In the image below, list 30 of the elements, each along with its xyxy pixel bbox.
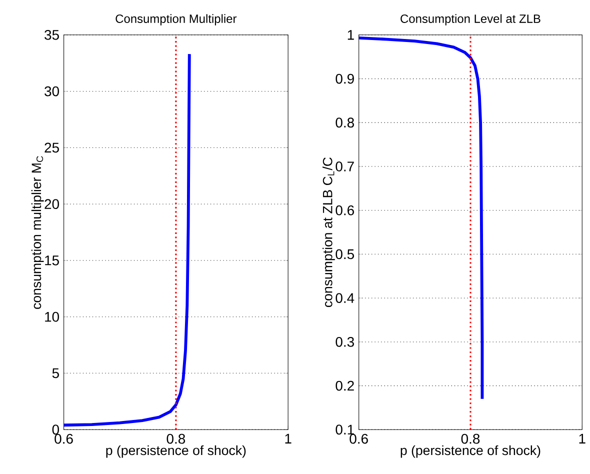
x-tick-label: 1 [579,434,586,444]
y-axis-title: consumption at ZLB C$_{L}$/C [322,157,335,307]
x-axis-title: p (persistence of shock) [400,445,540,458]
y-tick-label: 20 [44,198,59,209]
chart-title: Consumption Level at ZLB [400,14,540,26]
x-tick-label: 0.6 [350,434,368,444]
y-tick-label: 0.6 [336,205,354,216]
y-tick-label: 0 [52,424,59,434]
y-tick-label: 0.5 [336,249,354,259]
y-tick-label: 0.9 [336,74,354,84]
y-tick-label: 35 [44,30,59,40]
y-tick-label: 10 [45,312,59,322]
y-tick-label: 1 [348,30,354,40]
y-tick-label: 0.4 [336,292,354,303]
y-tick-label: 0.7 [336,161,354,172]
line-series [64,52,191,426]
x-tick-label: 0.8 [166,434,186,444]
y-axis-title: consumption multiplier M$_{C}$ [31,156,44,309]
y-tick-label: 0.2 [336,380,354,390]
y-tick-label: 0.1 [336,424,354,434]
y-tick-label: 25 [44,142,59,152]
x-tick-label: 1 [285,434,292,444]
y-tick-label: 5 [52,368,59,378]
y-tick-label: 30 [44,86,59,96]
x-axis-title: p (persistence of shock) [106,445,246,458]
y-tick-label: 15 [45,255,59,266]
y-tick-label: 0.3 [336,336,354,347]
chart-title: Consumption Multiplier [116,14,237,26]
x-tick-label: 0.8 [461,434,480,444]
y-tick-label: 0.8 [336,117,354,128]
